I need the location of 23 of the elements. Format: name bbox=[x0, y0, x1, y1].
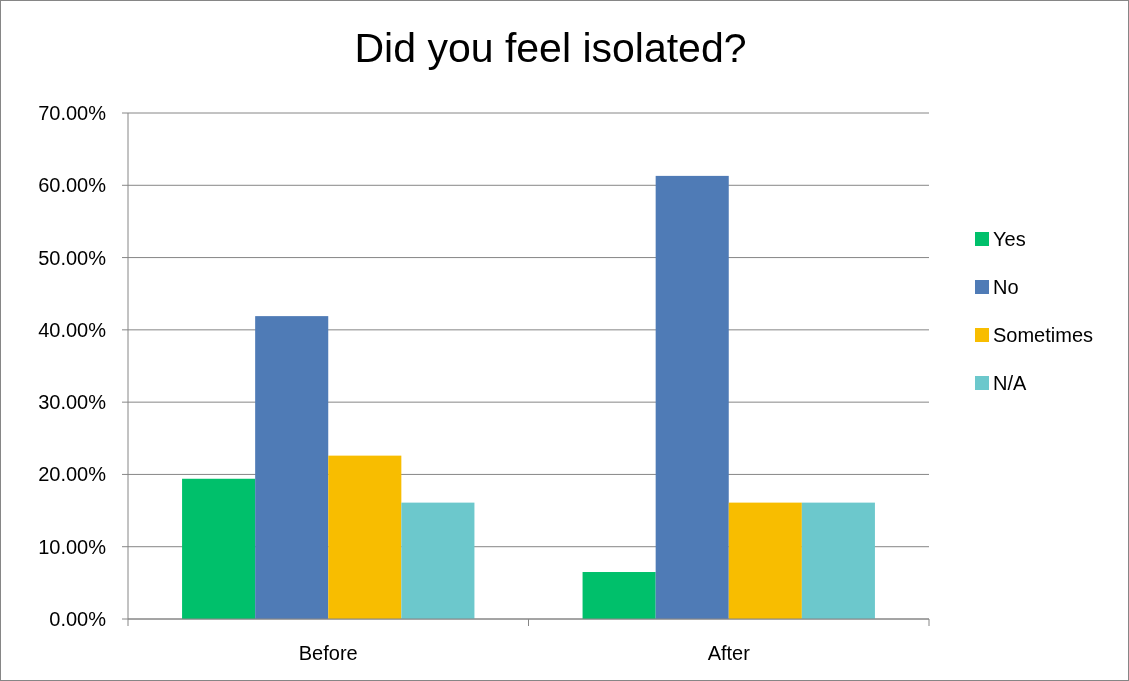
bar bbox=[182, 478, 256, 619]
x-tick-label: Before bbox=[298, 642, 358, 664]
y-tick-label: 0.00% bbox=[49, 608, 107, 630]
bar bbox=[255, 316, 329, 619]
y-tick-label: 20.00% bbox=[38, 463, 107, 486]
bar bbox=[582, 572, 656, 619]
bar bbox=[655, 175, 729, 619]
bar bbox=[801, 502, 875, 619]
y-tick-label: 40.00% bbox=[38, 318, 107, 341]
legend-label: No bbox=[993, 276, 1019, 298]
chart-title: Did you feel isolated? bbox=[354, 25, 747, 71]
legend-label: N/A bbox=[993, 372, 1027, 394]
bar bbox=[401, 502, 475, 619]
y-tick-label: 60.00% bbox=[38, 174, 107, 197]
x-tick-label: After bbox=[707, 642, 751, 664]
legend-label: Yes bbox=[993, 228, 1026, 250]
y-tick-label: 30.00% bbox=[38, 391, 107, 414]
y-tick-label: 70.00% bbox=[38, 102, 107, 124]
y-tick-label: 10.00% bbox=[38, 535, 107, 558]
bar bbox=[728, 502, 802, 619]
legend-label: Sometimes bbox=[993, 324, 1094, 346]
bar bbox=[328, 455, 402, 619]
y-tick-label: 50.00% bbox=[38, 246, 107, 269]
